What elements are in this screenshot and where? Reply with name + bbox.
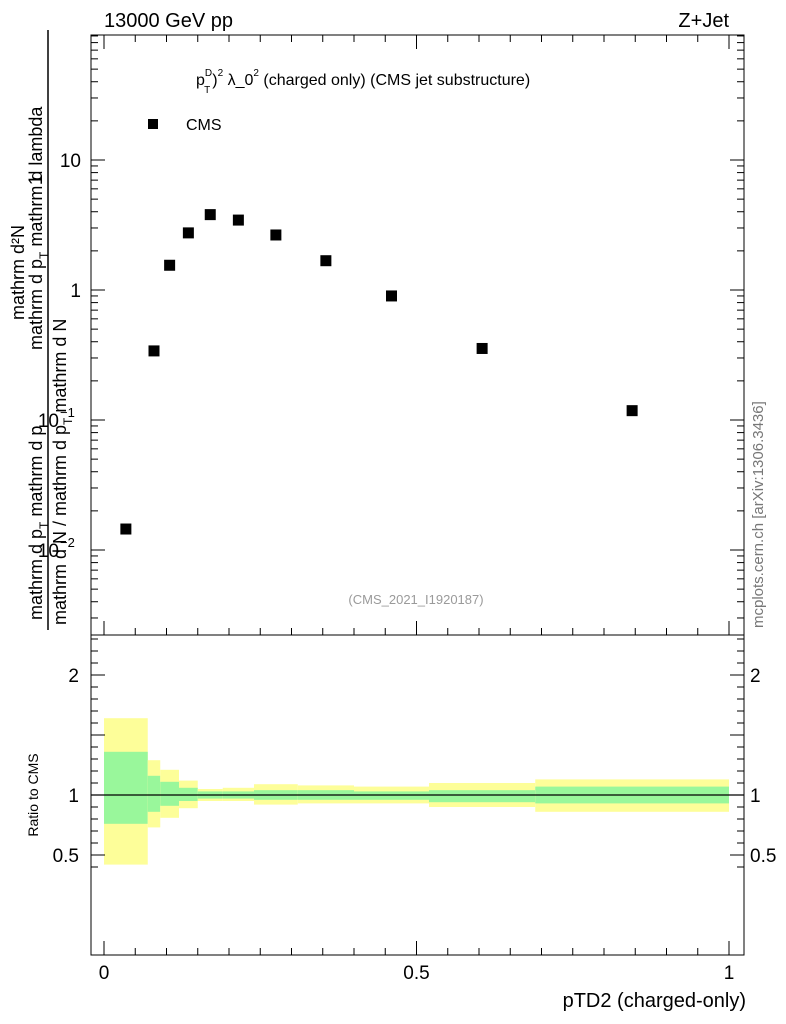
data-point (120, 523, 132, 535)
ratio-bands (104, 718, 729, 865)
side-source-label: mcplots.cern.ch [arXiv:1306.3436] (750, 401, 767, 628)
header-process-label: Z+Jet (678, 10, 729, 32)
analysis-tag: (CMS_2021_I1920187) (348, 592, 483, 607)
ratio-tick-label-right: 2 (750, 666, 761, 687)
data-point (476, 342, 488, 354)
x-tick-label: 0.5 (403, 963, 429, 984)
legend-marker (148, 119, 158, 129)
data-point (386, 290, 397, 302)
x-axis-ticks: 0 0.5 1 (99, 35, 735, 984)
ratio-tick-label-left: 2 (68, 666, 79, 687)
ratio-inner-band (160, 781, 179, 806)
main-y-axis-label: 1 mathrm d pT mathrm d p mathrm d N / ma… (8, 30, 75, 630)
data-point (148, 345, 160, 357)
header-energy-label: 13000 GeV pp (104, 10, 233, 32)
y-label-numerator: 1 (26, 175, 47, 186)
data-point (204, 209, 216, 221)
y-tick-label: 10 (60, 151, 81, 172)
y-tick-label-exponent: −1 (60, 405, 75, 420)
data-point (182, 227, 194, 239)
legend-label: CMS (186, 117, 222, 134)
data-point (320, 255, 332, 267)
ratio-tick-label-right: 0.5 (750, 846, 776, 867)
y-tick-label-exponent: −2 (60, 535, 75, 550)
y-tick-label: 1 (70, 281, 81, 302)
data-point (270, 229, 282, 241)
ratio-inner-band (147, 775, 161, 812)
ratio-tick-label-right: 1 (750, 786, 761, 807)
x-axis-label: pTD2 (charged-only) (563, 990, 746, 1012)
y-label-dnd: mathrm d²N mathrm d pT mathrm d lambda (8, 106, 51, 350)
plot-title: pD T)2 λ_02 (charged only) (CMS jet subst… (196, 68, 530, 96)
ratio-inner-band (104, 751, 148, 824)
data-points (120, 209, 638, 535)
ratio-tick-label-left: 1 (68, 786, 79, 807)
ratio-inner-band (354, 791, 429, 800)
y-label-denominator: mathrm d N / mathrm d pT mathrm d N (50, 319, 75, 625)
data-point (626, 405, 638, 417)
ratio-axis-ticks: 0.5 0.5 1 1 2 2 (53, 638, 776, 868)
ratio-inner-band (429, 790, 536, 803)
ratio-y-axis-label: Ratio to CMS (25, 753, 41, 836)
data-point (164, 259, 176, 271)
ratio-panel: 0.5 0.5 1 1 2 2 (53, 634, 776, 956)
data-point (232, 214, 244, 226)
ratio-frame (90, 634, 745, 956)
x-tick-label: 0 (99, 963, 110, 984)
x-tick-label: 1 (724, 963, 735, 984)
y-label-inner-fraction: mathrm d pT mathrm d p (26, 426, 51, 620)
ratio-tick-label-left: 0.5 (53, 846, 79, 867)
